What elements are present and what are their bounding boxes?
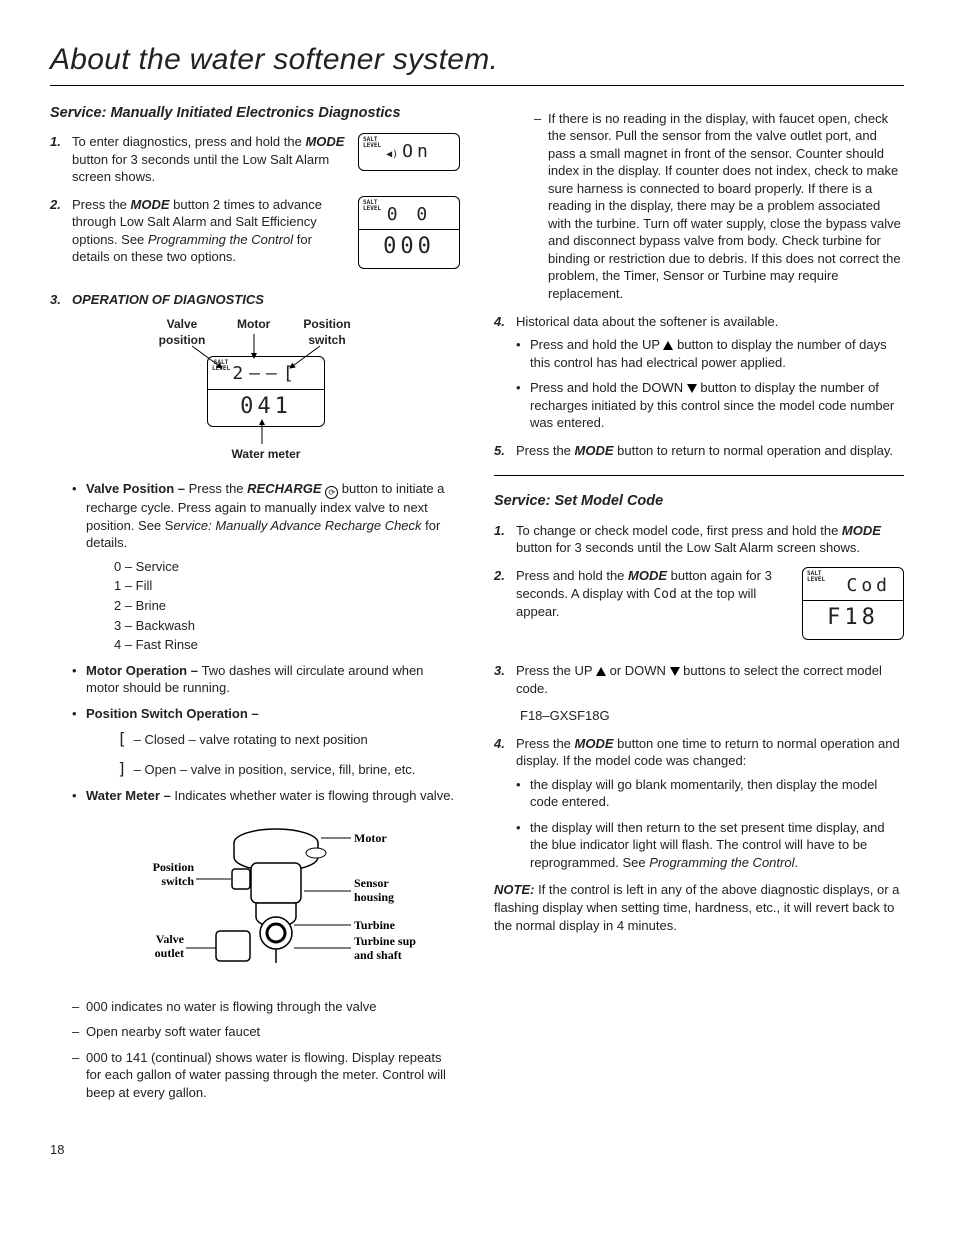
model-code-value: F18–GXSF18G — [516, 707, 904, 725]
page-number: 18 — [50, 1141, 904, 1159]
svg-text:Position: Position — [153, 860, 195, 874]
mc-step-4: 4. — [494, 735, 505, 753]
motor-figure: Motor Position switch Sensor housing Tur… — [72, 813, 460, 988]
up-arrow-icon-2 — [596, 663, 606, 678]
step-num-3: 3. — [50, 291, 61, 309]
mc-step4-text: Press the MODE button one time to return… — [516, 736, 900, 769]
mc-result-1: the display will go blank momentarily, t… — [516, 776, 904, 811]
step5-text: Press the MODE button to return to norma… — [516, 443, 893, 458]
svg-text:Sensor: Sensor — [354, 876, 389, 890]
mc-step-3: 3. — [494, 662, 505, 680]
lcd-low-salt: SALTLEVEL On — [358, 133, 460, 171]
mc-step-1: 1. — [494, 522, 505, 540]
fig-label-motor: Motor — [354, 831, 387, 845]
section-model-code-title: Service: Set Model Code — [494, 492, 904, 512]
water-meter-notes: 000 indicates no water is flowing throug… — [72, 998, 460, 1102]
step3-head: OPERATION OF DIAGNOSTICS — [72, 292, 264, 307]
salt-level-label: SALTLEVEL — [363, 137, 381, 149]
valve-position-item: Valve Position – Press the RECHARGE ⟳ bu… — [72, 480, 460, 653]
diag-r2: 041 — [214, 392, 318, 422]
hist-up: Press and hold the UP button to display … — [516, 336, 904, 371]
diag-label-water: Water meter — [72, 446, 460, 462]
page-title: About the water softener system. — [50, 40, 904, 86]
water-meter-item: Water Meter – Indicates whether water is… — [72, 787, 460, 805]
lcd-efficiency: SALTLEVEL 0 0 000 — [358, 196, 460, 269]
mc-step1-text: To change or check model code, first pre… — [516, 523, 881, 556]
step-num-4: 4. — [494, 313, 505, 331]
step-num-5: 5. — [494, 442, 505, 460]
lcd2-r2: 000 — [365, 232, 453, 262]
mc-step2-text: Press and hold the MODE button again for… — [516, 568, 772, 619]
step1-text: To enter diagnostics, press and hold the… — [72, 134, 344, 184]
svg-text:housing: housing — [354, 890, 394, 904]
lcd3-r2: F18 — [809, 603, 897, 633]
recharge-icon: ⟳ — [325, 486, 338, 499]
motor-operation-item: Motor Operation – Two dashes will circul… — [72, 662, 460, 697]
step-num-1: 1. — [50, 133, 61, 151]
note-paragraph: NOTE: If the control is left in any of t… — [494, 881, 904, 934]
diag-label-motor: Motor — [237, 316, 270, 332]
left-column: Service: Manually Initiated Electronics … — [50, 104, 460, 1112]
mc-result-2: the display will then return to the set … — [516, 819, 904, 872]
svg-text:outlet: outlet — [155, 946, 184, 960]
down-arrow-icon-2 — [670, 663, 680, 678]
step4-text: Historical data about the softener is av… — [516, 314, 778, 329]
right-column: If there is no reading in the display, w… — [494, 104, 904, 1112]
valve-code-list: 0 – Service 1 – Fill 2 – Brine 3 – Backw… — [86, 558, 460, 654]
svg-text:switch: switch — [161, 874, 194, 888]
down-arrow-icon — [687, 380, 697, 395]
section-diagnostics-title: Service: Manually Initiated Electronics … — [50, 104, 460, 124]
diagnostics-diagram: Valve position Motor Position switch SAL… — [72, 316, 460, 466]
sensor-check-note: If there is no reading in the display, w… — [534, 110, 904, 303]
salt-level-label-2: SALTLEVEL — [363, 200, 381, 212]
diag-label-pswitch: Position switch — [297, 316, 357, 348]
svg-text:and shaft: and shaft — [354, 948, 402, 962]
hist-down: Press and hold the DOWN button to displa… — [516, 379, 904, 432]
diag-label-valve: Valve position — [152, 316, 212, 348]
svg-text:Valve: Valve — [156, 932, 185, 946]
position-switch-item: Position Switch Operation – [ – Closed –… — [72, 705, 460, 780]
lcd-model-code: SALTLEVEL Cod F18 — [802, 567, 904, 640]
svg-text:Turbine support: Turbine support — [354, 934, 416, 948]
step2-text: Press the MODE button 2 times to advance… — [72, 197, 322, 265]
up-arrow-icon — [663, 337, 673, 352]
mc-step3-text: Press the UP or DOWN buttons to select t… — [516, 663, 882, 696]
mc-step-2: 2. — [494, 567, 505, 585]
step-num-2: 2. — [50, 196, 61, 214]
svg-text:Turbine: Turbine — [354, 918, 396, 932]
